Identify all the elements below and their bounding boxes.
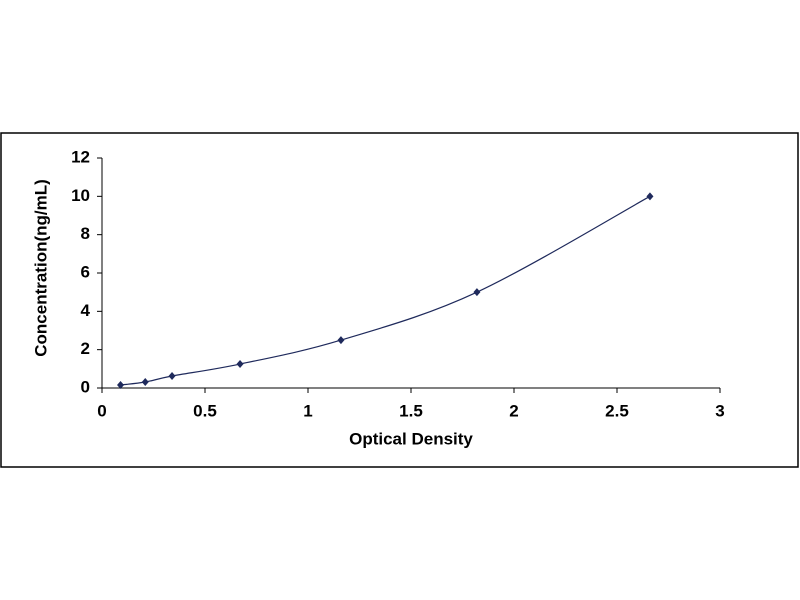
x-tick-label: 1.5 (399, 401, 423, 420)
data-point (168, 372, 176, 381)
data-point (117, 381, 125, 390)
data-point (141, 378, 149, 387)
data-point (337, 336, 345, 345)
x-tick-label: 2 (509, 401, 518, 420)
x-tick-label: 3 (715, 401, 724, 420)
data-point (473, 288, 481, 297)
y-tick-label: 10 (71, 186, 90, 205)
x-tick-label: 2.5 (605, 401, 629, 420)
y-tick-label: 8 (81, 224, 90, 243)
y-tick-label: 4 (81, 301, 91, 320)
data-point (646, 192, 654, 201)
fit-line (120, 195, 651, 386)
data-point (236, 360, 244, 369)
x-tick-label: 0.5 (193, 401, 217, 420)
x-tick-label: 1 (303, 401, 312, 420)
x-tick-label: 0 (97, 401, 106, 420)
chart-frame (0, 132, 799, 468)
y-tick-label: 12 (71, 147, 90, 166)
x-axis-title: Optical Density (349, 429, 473, 448)
y-tick-label: 6 (81, 262, 90, 281)
y-tick-label: 0 (81, 377, 90, 396)
y-axis-title: Concentration(ng/mL) (31, 179, 50, 357)
y-tick-label: 2 (81, 339, 90, 358)
